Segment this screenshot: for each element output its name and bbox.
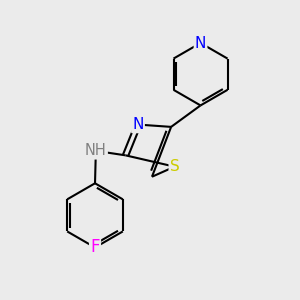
Text: F: F xyxy=(90,238,100,256)
Text: NH: NH xyxy=(85,143,107,158)
Text: N: N xyxy=(132,117,144,132)
Text: N: N xyxy=(195,35,206,50)
Text: S: S xyxy=(170,159,179,174)
